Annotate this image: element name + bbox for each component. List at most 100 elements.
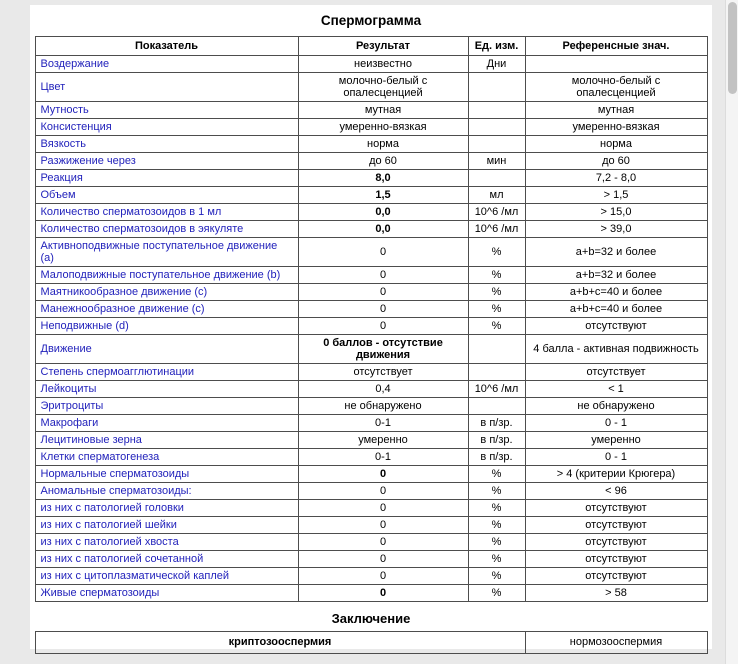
unit-value: 10^6 /мл bbox=[467, 220, 526, 238]
parameter-name: Мутность bbox=[34, 101, 299, 119]
report-title: Спермограмма bbox=[320, 13, 422, 28]
unit-value bbox=[467, 101, 526, 119]
table-row: Вязкость норма норма bbox=[34, 135, 708, 153]
table-row: Активноподвижные поступательное движение… bbox=[34, 237, 708, 267]
scrollbar-thumb[interactable] bbox=[728, 2, 737, 94]
parameter-name: Реакция bbox=[34, 169, 299, 187]
unit-value bbox=[467, 169, 526, 187]
table-row: Реакция 8,0 7,2 - 8,0 bbox=[34, 169, 708, 187]
unit-value: мин bbox=[467, 152, 526, 170]
unit-value: % bbox=[467, 237, 526, 267]
table-row: Эритроциты не обнаружено не обнаружено bbox=[34, 397, 708, 415]
unit-value: 10^6 /мл bbox=[467, 380, 526, 398]
vertical-scrollbar[interactable] bbox=[725, 0, 738, 664]
table-row: Мутность мутная мутная bbox=[34, 101, 708, 119]
table-row: Живые сперматозоиды 0% > 58 bbox=[34, 584, 708, 602]
result-value: 0 баллов - отсутствие движения bbox=[297, 334, 469, 364]
unit-value: Дни bbox=[467, 55, 526, 73]
table-row: Движение 0 баллов - отсутствие движения 4 … bbox=[34, 334, 708, 364]
result-value: 0,0 bbox=[297, 203, 469, 221]
reference-value: > 4 (критерии Крюгера) bbox=[524, 465, 708, 483]
result-value: 0 bbox=[297, 283, 469, 301]
result-value: неизвестно bbox=[297, 55, 469, 73]
parameter-name: Эритроциты bbox=[34, 397, 299, 415]
result-value: мутная bbox=[297, 101, 469, 119]
table-row: из них с патологией шейки 0% отсутствуют bbox=[34, 516, 708, 534]
table-row: из них с патологией сочетанной 0% отсутств… bbox=[34, 550, 708, 568]
parameter-name: Цвет bbox=[34, 72, 299, 102]
reference-value: не обнаружено bbox=[524, 397, 708, 415]
conclusion-row: криптозооспермия нормозооспермия bbox=[34, 631, 708, 654]
result-value: молочно-белый с опалесценцией bbox=[297, 72, 469, 102]
result-value: 0,4 bbox=[297, 380, 469, 398]
reference-value: 0 - 1 bbox=[524, 414, 708, 432]
unit-value: в п/зр. bbox=[467, 448, 526, 466]
reference-value: a+b=32 и более bbox=[524, 266, 708, 284]
result-value: 0 bbox=[297, 533, 469, 551]
result-value: умеренно bbox=[297, 431, 469, 449]
parameter-name: Лейкоциты bbox=[34, 380, 299, 398]
result-value: 0 bbox=[297, 584, 469, 602]
reference-value bbox=[524, 55, 708, 73]
result-value: 0,0 bbox=[297, 220, 469, 238]
parameter-name: Вязкость bbox=[34, 135, 299, 153]
unit-value: % bbox=[467, 499, 526, 517]
unit-value bbox=[467, 135, 526, 153]
results-table: Показатель Результат Ед. изм. Референсны… bbox=[34, 36, 708, 602]
unit-value: % bbox=[467, 300, 526, 318]
table-row: Консистенция умеренно-вязкая умеренно-вязк… bbox=[34, 118, 708, 136]
table-row: Цвет молочно-белый с опалесценцией молочно… bbox=[34, 72, 708, 102]
parameter-name: Нормальные сперматозоиды bbox=[34, 465, 299, 483]
reference-value: < 96 bbox=[524, 482, 708, 500]
reference-value: молочно-белый с опалесценцией bbox=[524, 72, 708, 102]
reference-value: a+b+c=40 и более bbox=[524, 283, 708, 301]
reference-value: 0 - 1 bbox=[524, 448, 708, 466]
reference-value: > 1,5 bbox=[524, 186, 708, 204]
table-row: Количество сперматозоидов в 1 мл 0,0 10^6 … bbox=[34, 203, 708, 221]
unit-value: в п/зр. bbox=[467, 414, 526, 432]
report-page: Спермограмма Показатель Результат Ед. из… bbox=[30, 5, 712, 654]
unit-value: % bbox=[467, 584, 526, 602]
table-row: Клетки сперматогенеза 0-1 в п/зр. 0 - 1 bbox=[34, 448, 708, 466]
reference-value: отсутствуют bbox=[524, 499, 708, 517]
parameter-name: из них с патологией сочетанной bbox=[34, 550, 299, 568]
unit-value: % bbox=[467, 533, 526, 551]
parameter-name: Степень спермоагглютинации bbox=[34, 363, 299, 381]
result-value: норма bbox=[297, 135, 469, 153]
result-value: до 60 bbox=[297, 152, 469, 170]
conclusion-title: Заключение bbox=[331, 611, 411, 626]
reference-value: норма bbox=[524, 135, 708, 153]
table-row: Аномальные сперматозоиды: 0% < 96 bbox=[34, 482, 708, 500]
reference-value: > 58 bbox=[524, 584, 708, 602]
unit-value bbox=[467, 72, 526, 102]
column-header-parameter: Показатель bbox=[34, 36, 299, 56]
parameter-name: Аномальные сперматозоиды: bbox=[34, 482, 299, 500]
reference-value: a+b=32 и более bbox=[524, 237, 708, 267]
results-table-head: Показатель Результат Ед. изм. Референсны… bbox=[34, 36, 708, 56]
reference-value: мутная bbox=[524, 101, 708, 119]
parameter-name: из них с цитоплазматической каплей bbox=[34, 567, 299, 585]
column-header-reference: Референсные знач. bbox=[524, 36, 708, 56]
unit-value bbox=[467, 334, 526, 364]
table-row: Разжижение через до 60 мин до 60 bbox=[34, 152, 708, 170]
parameter-name: Лецитиновые зерна bbox=[34, 431, 299, 449]
parameter-name: Количество сперматозоидов в 1 мл bbox=[34, 203, 299, 221]
parameter-name: Макрофаги bbox=[34, 414, 299, 432]
reference-value: > 15,0 bbox=[524, 203, 708, 221]
reference-value: отсутствуют bbox=[524, 567, 708, 585]
result-value: 0 bbox=[297, 567, 469, 585]
table-row: Нормальные сперматозоиды 0% > 4 (критерии … bbox=[34, 465, 708, 483]
parameter-name: Манежнообразное движение (c) bbox=[34, 300, 299, 318]
result-value: 0 bbox=[297, 237, 469, 267]
unit-value bbox=[467, 363, 526, 381]
result-value: не обнаружено bbox=[297, 397, 469, 415]
result-value: 8,0 bbox=[297, 169, 469, 187]
reference-value: 7,2 - 8,0 bbox=[524, 169, 708, 187]
parameter-name: из них с патологией хвоста bbox=[34, 533, 299, 551]
reference-value: отсутствуют bbox=[524, 516, 708, 534]
parameter-name: Активноподвижные поступательное движение… bbox=[34, 237, 299, 267]
reference-value: умеренно-вязкая bbox=[524, 118, 708, 136]
reference-value: > 39,0 bbox=[524, 220, 708, 238]
table-row: Манежнообразное движение (c) 0% a+b+c=40 и… bbox=[34, 300, 708, 318]
parameter-name: Объем bbox=[34, 186, 299, 204]
